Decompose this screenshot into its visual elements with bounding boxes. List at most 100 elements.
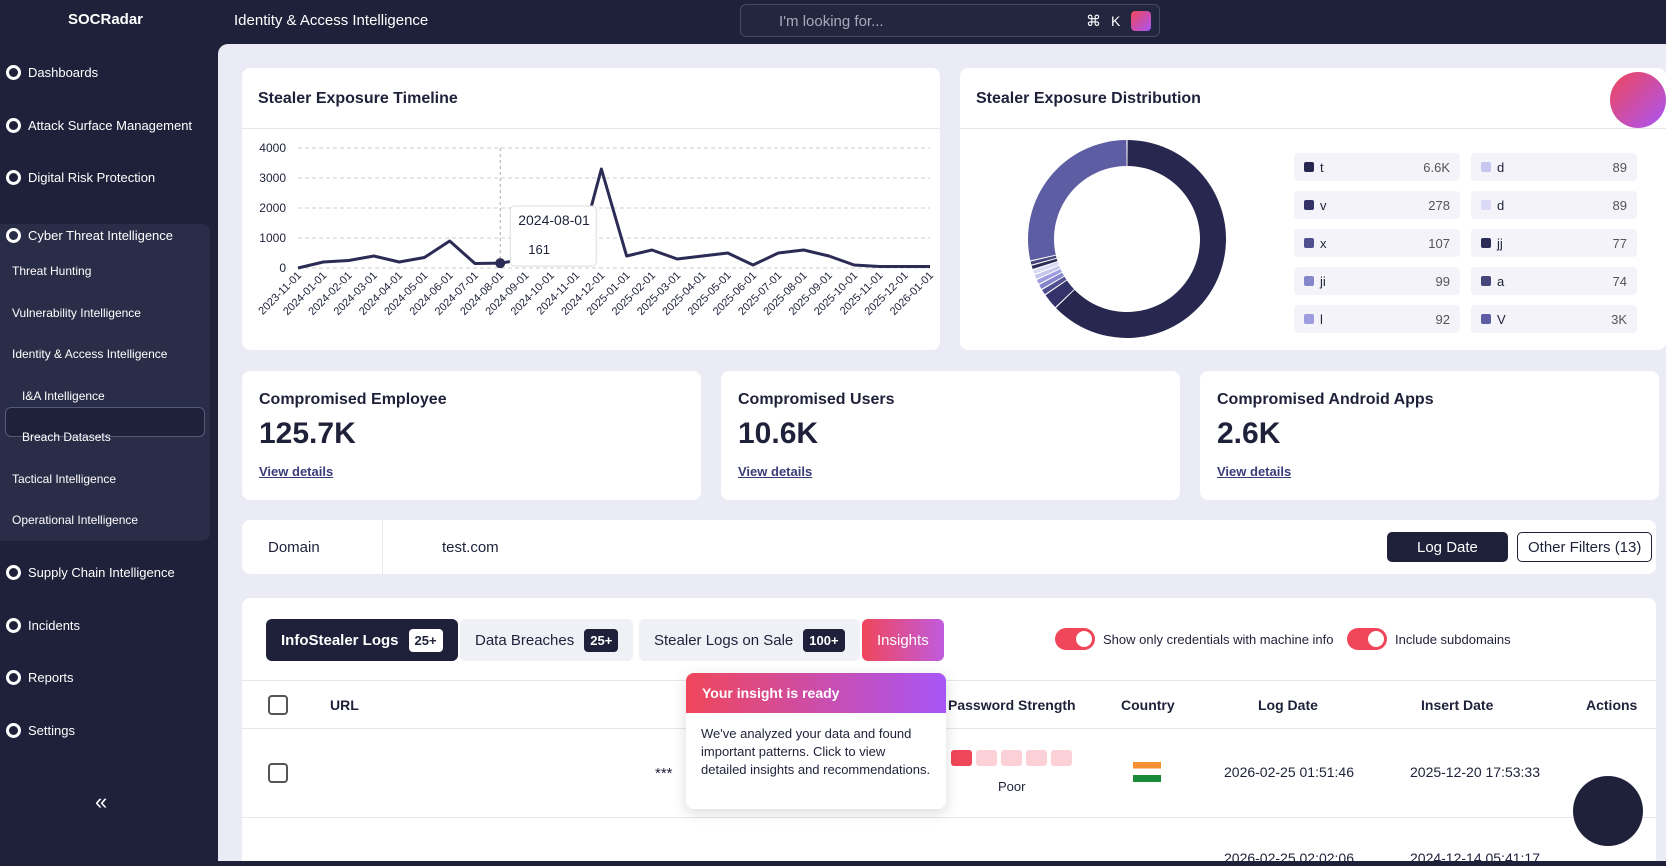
query[interactable]: test.com xyxy=(442,539,499,556)
nav-item[interactable]: Settings xyxy=(28,723,75,738)
legend-swatch xyxy=(1304,238,1314,248)
charts: 010002000300040002023-11-012024-01-01202… xyxy=(256,140,1637,338)
nav-item[interactable]: Attack Surface Management xyxy=(28,118,193,133)
logo[interactable]: SOCRadar xyxy=(68,11,144,28)
nav-item[interactable]: Identity & Access Intelligence xyxy=(12,347,168,361)
legend-bg xyxy=(1294,305,1460,333)
tab-badge: 25+ xyxy=(584,628,619,652)
donut-slice xyxy=(1030,255,1057,265)
card-title: Stealer Exposure Distribution xyxy=(976,90,1201,107)
nav-item[interactable]: Digital Risk Protection xyxy=(28,170,156,185)
legend-swatch xyxy=(1481,314,1491,324)
nav-icon xyxy=(6,565,21,580)
nav-icon xyxy=(6,65,21,80)
y-tick-label: 3000 xyxy=(259,171,286,185)
legend-name: v xyxy=(1320,198,1327,213)
legend-name: l xyxy=(1320,312,1323,327)
nav-item[interactable]: Supply Chain Intelligence xyxy=(28,565,175,580)
tab-label: Data Breaches xyxy=(475,631,575,649)
donut-slice xyxy=(1045,280,1075,308)
legend-bg xyxy=(1471,191,1637,219)
nav-item[interactable]: Reports xyxy=(28,670,74,685)
view-details[interactable]: View details xyxy=(259,464,334,479)
donut-slice xyxy=(1034,265,1061,279)
help-button[interactable] xyxy=(1573,776,1643,846)
view-details[interactable]: View details xyxy=(738,464,813,479)
field-select[interactable]: Domain xyxy=(268,539,320,556)
y-tick-label: 0 xyxy=(279,261,286,275)
legend-name: d xyxy=(1497,160,1504,175)
checkbox[interactable] xyxy=(268,763,288,783)
nav-item[interactable]: Threat Hunting xyxy=(12,264,92,278)
nav-icon xyxy=(6,228,21,243)
tab-label: Insights xyxy=(877,631,929,649)
nav-item[interactable]: Cyber Threat Intelligence xyxy=(28,228,174,243)
toggle[interactable] xyxy=(1055,628,1095,650)
legend-name: d xyxy=(1497,198,1504,213)
ai-button[interactable] xyxy=(1131,11,1151,31)
popup-body: We've analyzed your data and found impor… xyxy=(701,726,931,777)
shortcut: ⌘ xyxy=(1086,13,1101,30)
tab[interactable]: Data Breaches 25+ xyxy=(460,619,634,661)
insight-popup[interactable]: Your insight is ready We've analyzed you… xyxy=(686,673,946,809)
nav-item[interactable]: Dashboards xyxy=(28,65,99,80)
tab-label: InfoStealer Logs xyxy=(281,631,399,649)
legend-swatch xyxy=(1304,162,1314,172)
fab[interactable] xyxy=(1610,72,1666,128)
legend-bg xyxy=(1294,267,1460,295)
stat-card: Compromised Employee 125.7K View details xyxy=(242,371,701,500)
count: (13) xyxy=(1614,539,1642,556)
nav-item[interactable]: Operational Intelligence xyxy=(12,513,139,527)
divider xyxy=(242,680,1656,681)
divider xyxy=(242,817,1656,818)
legend-value: 89 xyxy=(1613,160,1627,175)
nav-item[interactable]: Vulnerability Intelligence xyxy=(12,306,141,320)
active-item xyxy=(5,407,205,437)
col-header: Password Strength xyxy=(948,697,1076,713)
filter-bar: Domain test.com Log Date Other Filters (… xyxy=(242,520,1656,574)
results xyxy=(242,598,1656,861)
y-tick-label: 1000 xyxy=(259,231,286,245)
legend-swatch xyxy=(1481,238,1491,248)
legend-name: ji xyxy=(1319,274,1326,289)
label: Other Filters xyxy=(1528,539,1611,556)
legend-bg xyxy=(1471,229,1637,257)
hover-point xyxy=(495,258,506,269)
donut-slice xyxy=(1028,140,1127,261)
legend-value: 77 xyxy=(1613,236,1627,251)
legend-bg xyxy=(1471,153,1637,181)
collapse[interactable]: « xyxy=(95,789,108,814)
other-filters[interactable]: Other Filters (13) xyxy=(1517,532,1653,562)
nav-item[interactable]: Breach Datasets xyxy=(22,430,111,444)
tab-badge: 25+ xyxy=(408,628,443,652)
strength-bar xyxy=(951,750,1072,766)
legend-swatch xyxy=(1304,314,1314,324)
log-date-chip[interactable]: Log Date xyxy=(1387,532,1508,562)
legend-swatch xyxy=(1481,200,1491,210)
search[interactable]: I'm looking for... ⌘ K xyxy=(740,4,1160,37)
tab[interactable]: InfoStealer Logs 25+ xyxy=(266,619,458,661)
divider xyxy=(382,520,383,574)
stat-title: Compromised Employee xyxy=(259,391,447,408)
donut-slice xyxy=(1042,276,1067,295)
nav-icon xyxy=(6,118,21,133)
stat-card: Compromised Android Apps 2.6K View details xyxy=(1200,371,1659,500)
tab[interactable]: Stealer Logs on Sale 100+ xyxy=(639,619,860,661)
legend-value: 6.6K xyxy=(1423,160,1450,175)
nav-item[interactable]: Incidents xyxy=(28,618,81,633)
view-details[interactable]: View details xyxy=(1217,464,1292,479)
legend-value: 92 xyxy=(1436,312,1450,327)
log-date: 2026-02-25 01:51:46 xyxy=(1224,764,1354,780)
checkbox[interactable] xyxy=(268,695,288,715)
nav-icon xyxy=(6,670,21,685)
toggle[interactable] xyxy=(1347,628,1387,650)
donut-slice xyxy=(1055,140,1227,338)
col-header: URL xyxy=(330,697,359,713)
legend-value: 89 xyxy=(1613,198,1627,213)
divider xyxy=(242,728,1656,729)
nav-item[interactable]: Tactical Intelligence xyxy=(12,472,117,486)
nav-item[interactable]: I&A Intelligence xyxy=(22,389,105,403)
stat-title: Compromised Users xyxy=(738,391,895,408)
tab[interactable]: Insights xyxy=(862,619,944,661)
legend-name: jj xyxy=(1496,236,1503,251)
